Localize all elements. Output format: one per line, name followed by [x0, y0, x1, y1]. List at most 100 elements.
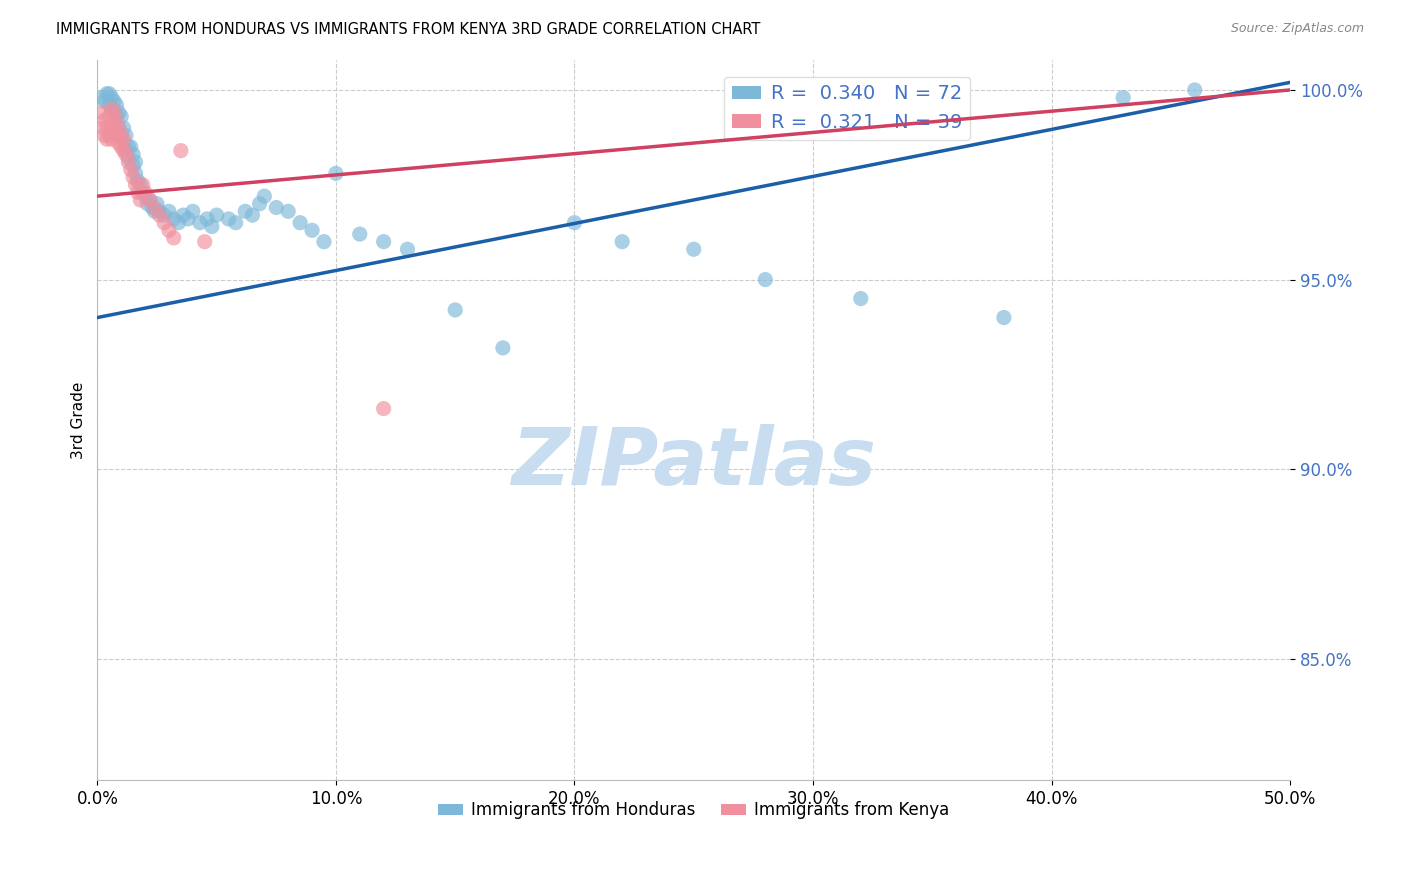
Point — [122, 147, 145, 161]
Point — [110, 110, 132, 124]
Point — [373, 235, 395, 249]
Point — [134, 189, 156, 203]
Point — [146, 196, 169, 211]
Point — [127, 174, 149, 188]
Point — [153, 208, 176, 222]
Point — [148, 208, 170, 222]
Point — [264, 201, 287, 215]
Point — [117, 155, 139, 169]
Point — [108, 120, 131, 135]
Point — [115, 147, 138, 161]
Point — [108, 120, 131, 135]
Point — [349, 227, 371, 241]
Point — [288, 216, 311, 230]
Point — [1184, 83, 1206, 97]
Point — [301, 223, 323, 237]
Point — [157, 223, 180, 237]
Point — [682, 242, 704, 256]
Point — [492, 341, 515, 355]
Point — [131, 178, 153, 192]
Point — [139, 193, 162, 207]
Point — [195, 211, 218, 226]
Point — [181, 204, 204, 219]
Point — [112, 136, 135, 150]
Point — [110, 140, 132, 154]
Point — [112, 120, 135, 135]
Point — [157, 204, 180, 219]
Point — [201, 219, 224, 234]
Point — [117, 140, 139, 154]
Point — [124, 166, 146, 180]
Point — [249, 196, 271, 211]
Point — [120, 162, 142, 177]
Point — [218, 211, 240, 226]
Point — [325, 166, 347, 180]
Point — [141, 201, 163, 215]
Point — [444, 302, 467, 317]
Point — [177, 211, 200, 226]
Point — [91, 90, 114, 104]
Point — [105, 98, 128, 112]
Legend: Immigrants from Honduras, Immigrants from Kenya: Immigrants from Honduras, Immigrants fro… — [432, 795, 956, 826]
Point — [91, 105, 114, 120]
Point — [103, 105, 125, 120]
Point — [91, 120, 114, 135]
Point — [373, 401, 395, 416]
Text: ZIPatlas: ZIPatlas — [512, 425, 876, 502]
Point — [98, 110, 121, 124]
Point — [93, 113, 115, 128]
Point — [143, 204, 166, 219]
Point — [105, 113, 128, 128]
Point — [312, 235, 335, 249]
Point — [105, 128, 128, 143]
Point — [233, 204, 256, 219]
Point — [100, 102, 122, 116]
Point — [131, 186, 153, 200]
Point — [103, 120, 125, 135]
Point — [277, 204, 299, 219]
Point — [253, 189, 276, 203]
Point — [127, 186, 149, 200]
Point — [108, 136, 131, 150]
Point — [100, 117, 122, 131]
Point — [115, 128, 138, 143]
Point — [124, 155, 146, 169]
Point — [139, 193, 162, 207]
Point — [612, 235, 634, 249]
Point — [96, 132, 118, 146]
Point — [153, 216, 176, 230]
Point — [148, 204, 170, 219]
Point — [93, 128, 115, 143]
Point — [205, 208, 228, 222]
Y-axis label: 3rd Grade: 3rd Grade — [72, 381, 86, 458]
Point — [396, 242, 419, 256]
Point — [129, 193, 152, 207]
Point — [136, 196, 159, 211]
Point — [849, 292, 872, 306]
Point — [112, 144, 135, 158]
Point — [143, 201, 166, 215]
Point — [120, 140, 142, 154]
Point — [172, 208, 194, 222]
Point — [167, 216, 190, 230]
Point — [163, 211, 186, 226]
Point — [170, 144, 193, 158]
Point — [110, 128, 132, 143]
Point — [993, 310, 1015, 325]
Point — [117, 151, 139, 165]
Point — [242, 208, 264, 222]
Point — [96, 87, 118, 101]
Point — [163, 231, 186, 245]
Point — [194, 235, 217, 249]
Point — [98, 87, 121, 101]
Point — [115, 144, 138, 158]
Text: Source: ZipAtlas.com: Source: ZipAtlas.com — [1230, 22, 1364, 36]
Point — [96, 120, 118, 135]
Point — [93, 95, 115, 109]
Point — [100, 132, 122, 146]
Point — [100, 102, 122, 116]
Point — [122, 170, 145, 185]
Point — [564, 216, 586, 230]
Point — [98, 128, 121, 143]
Point — [129, 178, 152, 192]
